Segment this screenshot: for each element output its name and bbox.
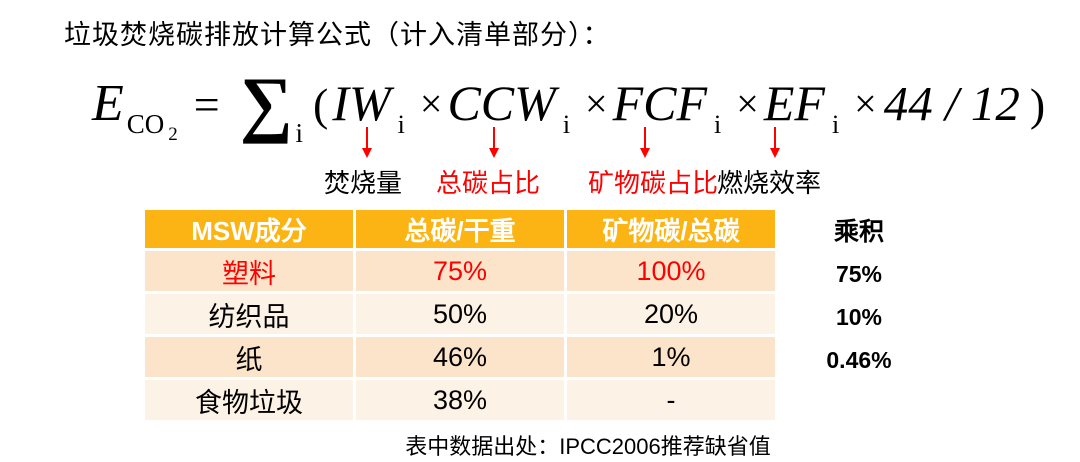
cell-total-carbon: 50%: [356, 294, 564, 334]
table-row-textile: 纺织品 50% 20%: [145, 294, 775, 334]
product-value-plastic: 75%: [835, 261, 883, 287]
down-arrow-icon: [489, 127, 499, 158]
table-row-plastic: 塑料 75% 100%: [145, 251, 775, 291]
annotation-combustion-efficiency: 燃烧效率: [716, 168, 822, 198]
emission-formula: E CO 2 = ∑ i ( IW i × CCW i × FCF i × EF …: [92, 63, 1046, 148]
col-header-fossil-carbon: 矿物碳/总碳: [567, 210, 775, 248]
down-arrow-icon: [640, 127, 650, 158]
annotation-incineration-amount: 焚烧量: [323, 168, 403, 198]
cell-fossil-carbon: 1%: [567, 337, 775, 377]
cell-fossil-carbon: 20%: [567, 294, 775, 334]
cell-component: 塑料: [145, 251, 353, 291]
annotation-fossil-carbon-ratio: 矿物碳占比: [587, 168, 719, 198]
cell-total-carbon: 75%: [356, 251, 564, 291]
cell-total-carbon: 46%: [356, 337, 564, 377]
cell-fossil-carbon: 100%: [567, 251, 775, 291]
table-header-row: MSW成分 总碳/干重 矿物碳/总碳: [145, 210, 775, 248]
cell-component: 食物垃圾: [145, 380, 353, 420]
cell-total-carbon: 38%: [356, 380, 564, 420]
msw-composition-table: MSW成分 总碳/干重 矿物碳/总碳 塑料 75% 100% 纺织品 50% 2…: [142, 207, 778, 423]
table-row-paper: 纸 46% 1%: [145, 337, 775, 377]
table-row-food-waste: 食物垃圾 38% -: [145, 380, 775, 420]
cell-fossil-carbon: -: [567, 380, 775, 420]
product-value-textile: 10%: [835, 304, 883, 330]
col-header-total-carbon: 总碳/干重: [356, 210, 564, 248]
down-arrow-icon: [362, 127, 372, 158]
col-header-msw-component: MSW成分: [145, 210, 353, 248]
annotation-total-carbon-ratio: 总碳占比: [435, 168, 541, 198]
cell-component: 纸: [145, 337, 353, 377]
product-column-header: 乘积: [833, 218, 884, 246]
data-source-note: 表中数据出处：IPCC2006推荐缺省值: [405, 434, 771, 459]
product-value-paper: 0.46%: [826, 347, 892, 373]
down-arrow-icon: [770, 127, 780, 158]
cell-component: 纺织品: [145, 294, 353, 334]
page-title: 垃圾焚烧碳排放计算公式（计入清单部分）：: [64, 20, 611, 50]
formula-lhs-subscript: CO 2: [126, 109, 178, 145]
